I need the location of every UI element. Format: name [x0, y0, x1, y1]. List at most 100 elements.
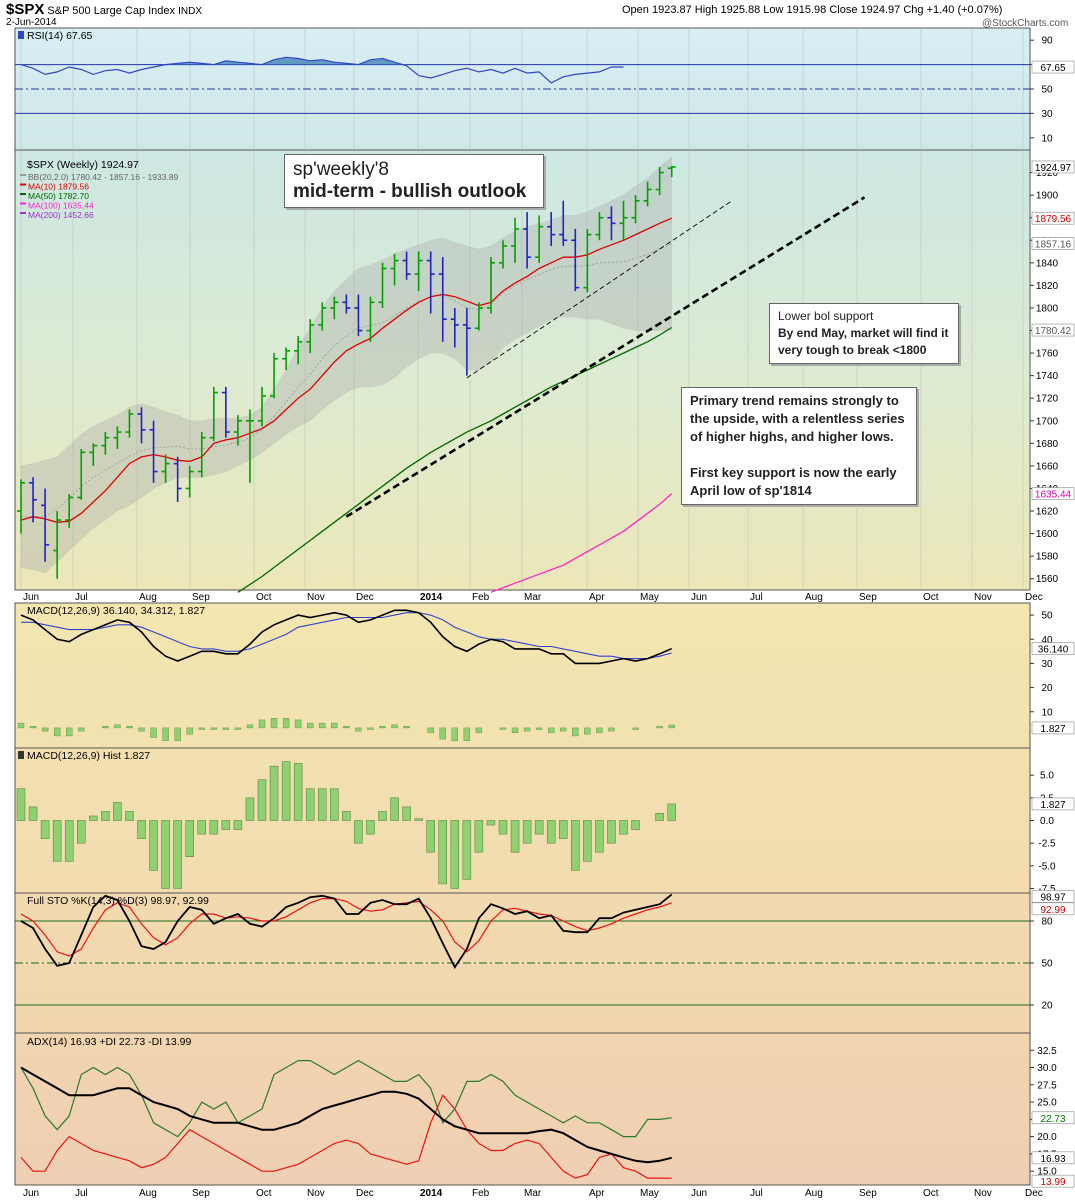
- x-tick-label: Jul: [750, 1188, 763, 1199]
- hist-bar: [462, 820, 472, 880]
- y-tick-label: 1760: [1036, 349, 1059, 360]
- hist-bar: [281, 761, 291, 821]
- macd-hist-bar: [367, 727, 374, 730]
- value-tag: [1031, 1174, 1075, 1188]
- trend-line: of higher highs, and higher lows.: [690, 429, 894, 444]
- macd-hist-bar: [572, 727, 579, 737]
- macd-hist-bar: [439, 727, 446, 740]
- macd-hist-bar: [246, 724, 254, 729]
- macd-hist-bar: [114, 724, 121, 729]
- y-tick-label: 1600: [1036, 529, 1059, 540]
- y-tick-label: 50: [1041, 611, 1053, 622]
- x-tick-label: Oct: [923, 592, 939, 603]
- hist-bar: [52, 820, 62, 862]
- price-bar: [233, 415, 242, 446]
- macd-hist-bar: [343, 726, 350, 729]
- price-bar: [113, 426, 122, 449]
- x-tick-label: Nov: [307, 592, 325, 603]
- y-tick-label: 0.0: [1040, 816, 1054, 827]
- macd-hist-bar: [355, 727, 362, 732]
- y-tick-label: 32.5: [1037, 1046, 1057, 1057]
- macd-hist-last-label: 1.827: [1040, 724, 1065, 735]
- hist-last-label: 1.827: [1040, 800, 1065, 811]
- hist-bar: [474, 820, 484, 853]
- x-tick-label: Jun: [691, 1188, 707, 1199]
- value-tag: [1031, 1111, 1075, 1125]
- x-tick-label: Apr: [589, 592, 605, 603]
- x-tick-label: Jul: [750, 592, 763, 603]
- hist-bar: [40, 820, 50, 839]
- hist-bar: [378, 811, 387, 821]
- y-tick-label: 90: [1041, 36, 1053, 47]
- x-tick-label: May: [640, 1188, 659, 1199]
- x-tick-label: Mar: [524, 592, 542, 603]
- trend-line: Primary trend remains strongly to: [690, 393, 899, 408]
- ohlc-readout: Open 1923.87 High 1925.88 Low 1915.98 Cl…: [622, 4, 1003, 16]
- price-bar: [173, 456, 182, 502]
- macd-hist-bar: [138, 727, 145, 732]
- y-tick-label: 20.0: [1037, 1132, 1057, 1143]
- hist-bar: [414, 818, 423, 821]
- hist-bar: [342, 811, 351, 821]
- legend-swatch: [20, 183, 26, 186]
- legend-entry: MA(200) 1452.66: [28, 210, 94, 220]
- x-tick-label: Nov: [974, 592, 992, 603]
- sto-k-label: 98.97: [1040, 892, 1065, 903]
- y-tick-label: 80: [1041, 917, 1053, 928]
- macd-hist-bar: [499, 727, 507, 730]
- price-value-tag: 1780.42: [1035, 326, 1072, 337]
- macd-hist-bar: [78, 727, 85, 732]
- support-annotation: Lower bol support By end May, market wil…: [769, 303, 959, 364]
- price-bar: [137, 407, 146, 444]
- macd-hist-bar: [126, 726, 133, 729]
- trend-line: First key support is now the early: [690, 465, 897, 480]
- hist-bar: [402, 806, 411, 821]
- value-tag: [1031, 323, 1075, 337]
- price-bar: [77, 448, 86, 500]
- chart-date: 2-Jun-2014: [6, 17, 57, 28]
- price-bar: [149, 420, 158, 483]
- price-bar: [197, 432, 206, 478]
- hist-bar: [209, 820, 219, 835]
- hist-bar: [546, 820, 556, 844]
- hist-bar: [619, 820, 628, 835]
- hist-bar: [534, 820, 544, 835]
- y-tick-label: 5.0: [1040, 771, 1054, 782]
- y-tick-label: 1900: [1036, 191, 1059, 202]
- macd-hist-bar: [451, 727, 458, 741]
- hist-bar: [221, 820, 231, 830]
- title-annotation: sp'weekly'8 mid-term - bullish outlook: [284, 154, 544, 208]
- hist-bar: [559, 820, 568, 839]
- hist-bar: [607, 820, 616, 844]
- price-title: $SPX (Weekly) 1924.97: [27, 159, 139, 171]
- chart-header: $SPX S&P 500 Large Cap Index INDX: [6, 1, 202, 18]
- hist-bar: [125, 811, 134, 821]
- price-bar: [559, 200, 568, 246]
- macd-hist-bar: [174, 727, 181, 741]
- hist-bar: [233, 820, 243, 830]
- value-tag: [1031, 642, 1075, 655]
- hist-bar: [149, 820, 158, 871]
- sto-d-line: [20, 898, 672, 957]
- ma100-line: [490, 493, 673, 593]
- rsi-line: [20, 56, 624, 84]
- minus-di-label: 13.99: [1040, 1177, 1065, 1188]
- price-value-tag: 1857.16: [1035, 239, 1072, 250]
- sto-k-line: [20, 893, 673, 969]
- price-bar: [65, 494, 74, 528]
- bollinger-mid: [21, 243, 672, 518]
- macd-hist-bar: [198, 727, 205, 730]
- watermark: @StockCharts.com: [982, 18, 1069, 29]
- hist-bar: [655, 813, 664, 821]
- y-tick-label: 50: [1041, 85, 1053, 96]
- title-line-2: mid-term - bullish outlook: [293, 181, 527, 202]
- minus-di-line: [20, 1094, 672, 1179]
- macd-hist-bar: [150, 727, 157, 738]
- macd-hist-bar: [463, 727, 471, 741]
- price-bar: [53, 511, 62, 579]
- macd-hist-bar: [294, 719, 302, 729]
- hist-legend-swatch: [18, 751, 24, 759]
- price-bar: [89, 443, 98, 466]
- macd-hist-bar: [53, 727, 61, 737]
